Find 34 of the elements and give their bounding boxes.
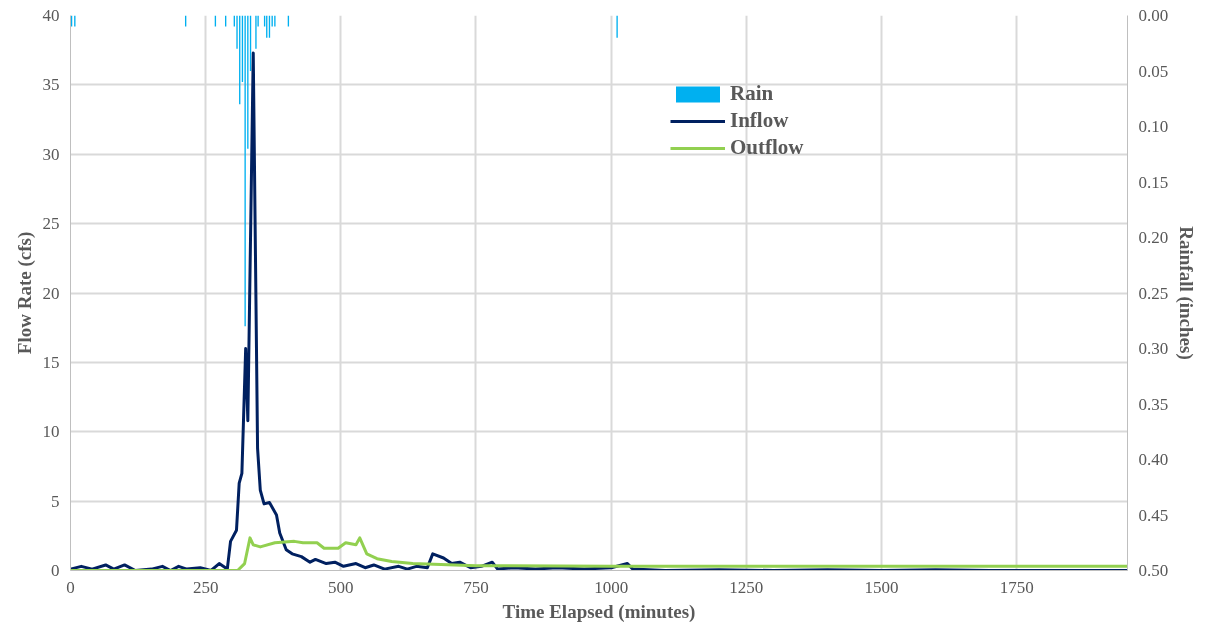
y2-tick-label: 0.10	[1138, 117, 1169, 136]
x-tick-label: 0	[66, 577, 75, 597]
y2-tick-label: 0.50	[1138, 561, 1169, 580]
y-tick-label: 30	[42, 144, 60, 164]
y2-tick-label: 0.35	[1138, 394, 1169, 414]
legend-label: Outflow	[730, 135, 804, 160]
legend-label: Inflow	[730, 108, 789, 133]
y-tick-label: 15	[42, 352, 60, 372]
x-axis-title: Time Elapsed (minutes)	[502, 600, 696, 623]
legend-label: Rain	[730, 81, 774, 106]
y2-tick-label: 0.45	[1138, 505, 1169, 525]
x-tick-label: 250	[192, 577, 219, 597]
y2-tick-label: 0.05	[1138, 61, 1169, 81]
y-tick-label: 0	[51, 561, 60, 580]
y-axis-title: Flow Rate (cfs)	[13, 231, 36, 355]
x-tick-label: 1750	[999, 577, 1034, 597]
x-tick-label: 1250	[729, 577, 764, 597]
y-tick-label: 20	[42, 283, 60, 303]
y-tick-label: 35	[42, 75, 60, 95]
y-tick-label: 5	[51, 491, 60, 511]
y2-tick-label: 0.20	[1138, 228, 1169, 247]
y2-tick-label: 0.40	[1138, 450, 1169, 469]
x-tick-label: 500	[328, 577, 354, 597]
y2-axis-title: Rainfall (inches)	[1175, 226, 1198, 360]
y-tick-label: 25	[42, 214, 60, 234]
y2-tick-label: 0.25	[1138, 283, 1169, 303]
x-tick-label: 750	[463, 577, 489, 597]
y-tick-label: 40	[42, 6, 60, 25]
y-tick-label: 10	[42, 422, 60, 442]
x-tick-label: 1500	[864, 577, 899, 597]
y2-tick-label: 0.00	[1138, 6, 1169, 25]
x-tick-label: 1000	[594, 577, 629, 597]
y2-tick-label: 0.15	[1138, 172, 1169, 192]
y2-tick-label: 0.30	[1138, 339, 1169, 358]
